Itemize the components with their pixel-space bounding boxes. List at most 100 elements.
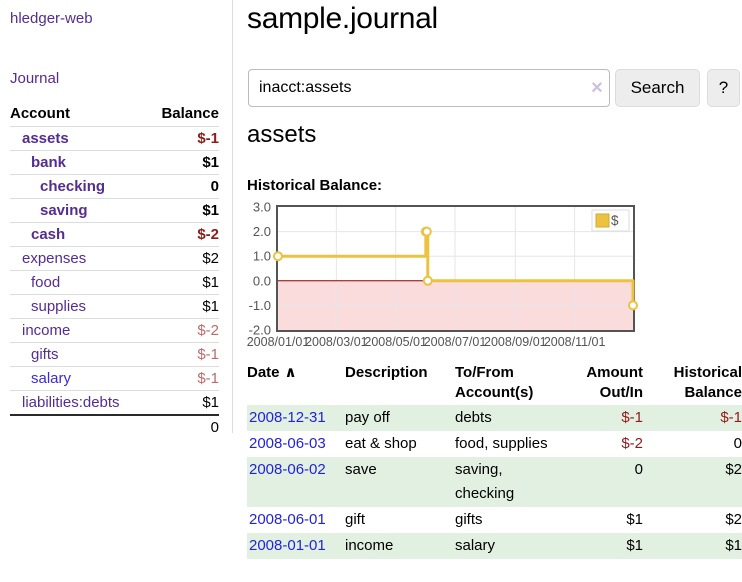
account-link[interactable]: assets xyxy=(22,129,69,147)
historical-balance-chart: 3.0 2.0 1.0 0.0 -1.0 -2.0 2008/01/01 2008/03/01… xyxy=(247,200,742,355)
account-balance: $1 xyxy=(202,273,219,291)
txn-description: gift xyxy=(345,511,366,528)
txn-balance: $1 xyxy=(725,537,742,554)
txn-accounts: saving, checking xyxy=(455,461,515,502)
register-col-amount[interactable]: Amount Out/In xyxy=(585,361,643,405)
account-name-cell: liabilities:debts xyxy=(10,390,148,415)
col-label: Description xyxy=(345,364,428,381)
account-name-cell: salary xyxy=(10,366,148,390)
sidebar: hledger-web Journal Account Balance asse… xyxy=(0,0,233,436)
transaction-row: 2008-01-01 income salary $1 $1 xyxy=(247,533,742,559)
col-label: Historical xyxy=(673,364,742,381)
col-label: Date ∧ xyxy=(247,364,297,381)
account-link[interactable]: supplies xyxy=(31,297,87,315)
chart-title: Historical Balance: xyxy=(247,177,383,194)
account-row: food $1 xyxy=(10,270,219,294)
account-link[interactable]: gifts xyxy=(31,345,59,363)
account-row: liabilities:debts $1 xyxy=(10,390,219,415)
account-link[interactable]: bank xyxy=(31,153,67,171)
search-input[interactable] xyxy=(248,69,610,107)
account-balance: $-2 xyxy=(197,321,219,339)
account-balance: $1 xyxy=(202,153,219,171)
accounts-header-row: Account Balance xyxy=(10,102,219,126)
brand-link[interactable]: hledger-web xyxy=(10,10,93,27)
txn-date-link[interactable]: 2008-12-31 xyxy=(249,409,326,426)
y-tick-label: 1.0 xyxy=(253,249,271,264)
account-link[interactable]: expenses xyxy=(22,249,87,267)
txn-date-link[interactable]: 2008-01-01 xyxy=(249,537,326,554)
account-link[interactable]: checking xyxy=(40,177,106,195)
account-name-cell: saving xyxy=(10,198,148,222)
account-row: income $-2 xyxy=(10,318,219,342)
account-name-cell: checking xyxy=(10,174,148,198)
txn-accounts: salary xyxy=(455,537,496,554)
clear-search-icon[interactable]: × xyxy=(591,77,603,99)
txn-date-cell: 2008-01-01 xyxy=(247,533,345,559)
account-link[interactable]: income xyxy=(22,321,71,339)
search-button[interactable]: Search xyxy=(615,69,700,107)
account-row: cash $-2 xyxy=(10,222,219,246)
help-button[interactable]: ? xyxy=(707,69,740,107)
accounts-col-account: Account xyxy=(10,105,70,123)
account-link[interactable]: liabilities:debts xyxy=(22,393,120,411)
register-col-historical[interactable]: Historical Balance xyxy=(643,361,742,405)
register-col-date[interactable]: Date ∧ xyxy=(247,361,345,405)
col-label: Amount xyxy=(586,364,643,381)
txn-date-cell: 2008-06-02 xyxy=(247,457,345,507)
txn-amount: $-1 xyxy=(621,409,643,426)
col-label-line2: Out/In xyxy=(599,384,643,401)
txn-accounts: debts xyxy=(455,409,492,426)
account-row: gifts $-1 xyxy=(10,342,219,366)
account-balance: 0 xyxy=(210,177,219,195)
y-tick-label: -2.0 xyxy=(249,323,271,338)
sidebar-item-journal[interactable]: Journal xyxy=(10,70,60,87)
account-name-cell: assets xyxy=(10,126,148,150)
x-tick-label: 2008/09/01 xyxy=(484,335,547,349)
account-row: checking 0 xyxy=(10,174,219,198)
txn-date-cell: 2008-06-01 xyxy=(247,507,345,533)
account-name-cell: bank xyxy=(10,150,148,174)
chart-legend: $ xyxy=(591,209,630,232)
account-balance: $-1 xyxy=(197,129,219,147)
account-row: salary $-1 xyxy=(10,366,219,390)
account-balance: $-2 xyxy=(197,225,219,243)
txn-balance: $2 xyxy=(725,511,742,528)
account-balance: $1 xyxy=(202,201,219,219)
transaction-row: 2008-12-31 pay off debts $-1 $-1 xyxy=(247,405,742,431)
register-rows: 2008-12-31 pay off debts $-1 $-1 2008-06-03 ea… xyxy=(247,405,742,559)
account-rows: assets $-1 bank $1 checking 0 saving $1 cash $-2 e… xyxy=(10,126,219,439)
txn-date-cell: 2008-12-31 xyxy=(247,405,345,431)
txn-amount: 0 xyxy=(634,461,643,478)
txn-date-link[interactable]: 2008-06-01 xyxy=(249,511,326,528)
account-row: supplies $1 xyxy=(10,294,219,318)
account-link[interactable]: saving xyxy=(40,201,88,219)
x-tick-label: 2008/07/01 xyxy=(424,335,487,349)
txn-date-link[interactable]: 2008-06-02 xyxy=(249,461,326,478)
txn-balance: $2 xyxy=(725,461,742,478)
legend-swatch-icon xyxy=(595,213,610,228)
register-header-row: Date ∧ Description To/From Account(s) Amount O… xyxy=(247,361,742,405)
register-col-tofrom[interactable]: To/From Account(s) xyxy=(455,361,585,405)
x-tick-label: 2008/01/01 xyxy=(247,335,310,349)
account-name-cell: income xyxy=(10,318,148,342)
txn-description: eat & shop xyxy=(345,435,417,452)
txn-date-link[interactable]: 2008-06-03 xyxy=(249,435,326,452)
account-balance: $-1 xyxy=(197,369,219,387)
account-link[interactable]: food xyxy=(31,273,61,291)
col-label-line2: Balance xyxy=(684,384,742,401)
account-heading: assets xyxy=(247,121,317,148)
y-tick-label: -1.0 xyxy=(249,298,271,313)
account-link[interactable]: cash xyxy=(31,225,66,243)
account-balance: $-1 xyxy=(197,345,219,363)
page-title: sample.journal xyxy=(247,2,438,35)
x-tick-label: 2008/11/01 xyxy=(544,335,606,349)
data-point xyxy=(273,251,283,262)
account-link[interactable]: salary xyxy=(31,369,72,387)
balance-chart-svg: 3.0 2.0 1.0 0.0 -1.0 -2.02008/01/012008/03/01… xyxy=(247,200,638,349)
register-table: Date ∧ Description To/From Account(s) Amount O… xyxy=(247,361,742,559)
accounts-col-balance: Balance xyxy=(161,105,219,123)
txn-balance: 0 xyxy=(733,435,742,452)
txn-description: pay off xyxy=(345,409,390,426)
register-col-description[interactable]: Description xyxy=(345,361,455,405)
